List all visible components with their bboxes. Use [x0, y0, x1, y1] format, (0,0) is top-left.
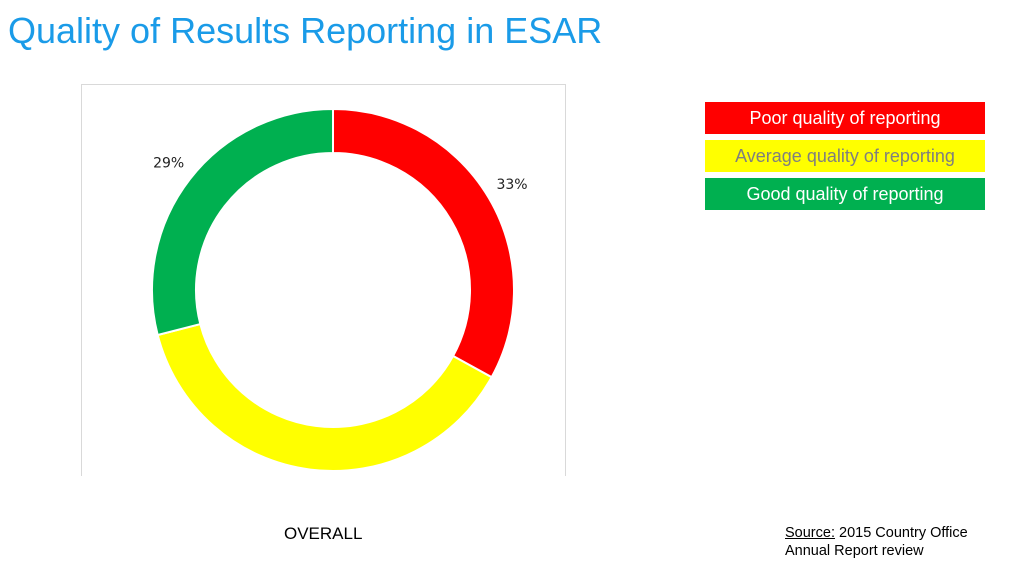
- legend-item-3: Good quality of reporting: [705, 178, 985, 210]
- donut-slice-3: [151, 107, 334, 337]
- slice-value-label-3: 29%: [153, 156, 184, 172]
- legend-item-1: Poor quality of reporting: [705, 102, 985, 134]
- source-text-line1: 2015 Country Office: [834, 525, 968, 541]
- page-title: Quality of Results Reporting in ESAR: [8, 10, 603, 51]
- legend-item-2: Average quality of reporting: [705, 140, 985, 172]
- chart-caption: OVERALL: [284, 524, 363, 543]
- source-text-line2: Annual Report review: [785, 543, 924, 559]
- donut-slice-1: [332, 107, 515, 379]
- source-label: Source:: [785, 525, 835, 541]
- chart-legend: Poor quality of reporting Average quality…: [705, 102, 985, 216]
- chart-area: 33%38%29%: [81, 84, 566, 476]
- donut-chart: 33%38%29%: [151, 107, 528, 472]
- source-note: Source: 2015 Country Office Annual Repor…: [785, 524, 968, 560]
- slice-value-label-1: 33%: [496, 177, 527, 193]
- donut-slice-2: [156, 322, 493, 472]
